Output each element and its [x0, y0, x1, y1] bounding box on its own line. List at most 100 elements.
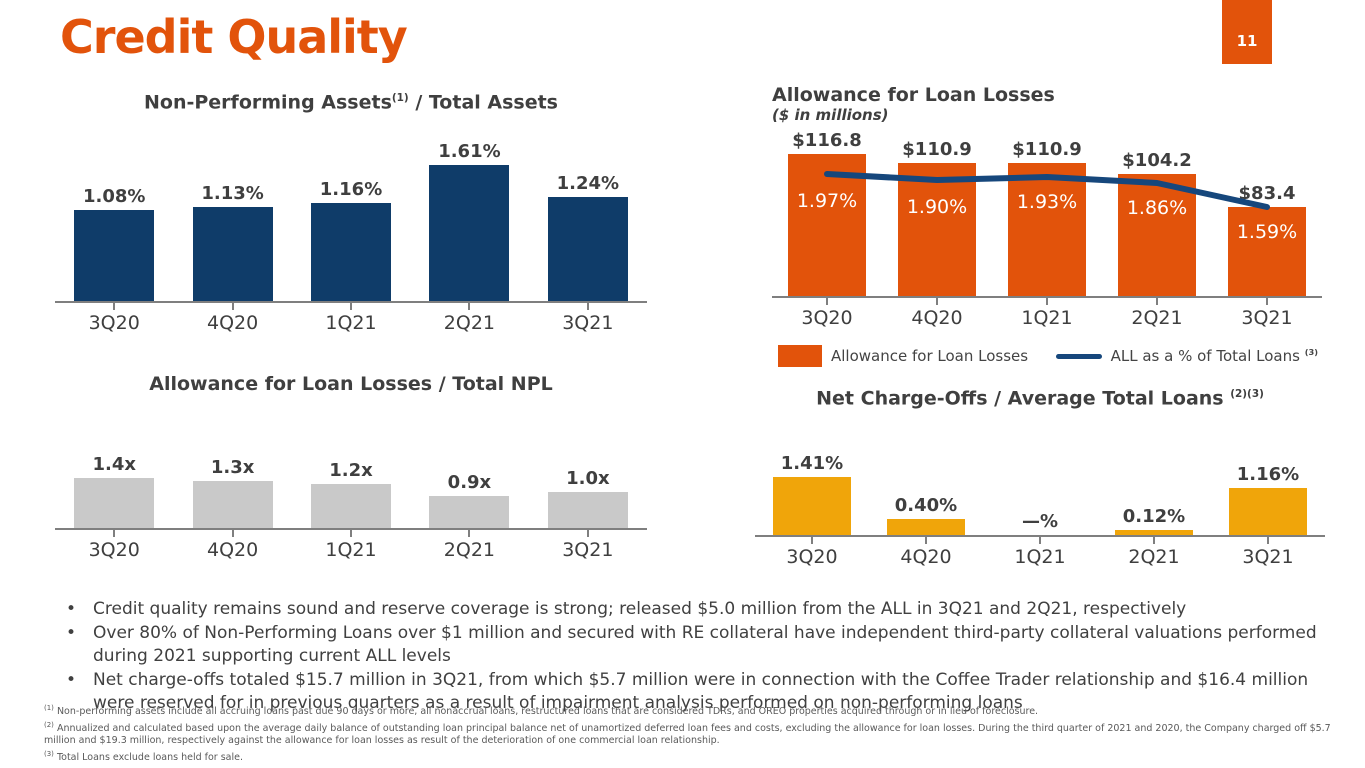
axis-tick — [350, 530, 353, 537]
axis-tick — [1156, 298, 1158, 305]
chart-all-total-npl: Allowance for Loan Losses / Total NPL 1.… — [55, 372, 647, 561]
footnote-ref-3: (3) — [1304, 347, 1318, 357]
chart-title: Non-Performing Assets(1) / Total Assets — [144, 91, 558, 114]
bar: 1.86% — [1118, 174, 1196, 296]
data-label: 1.16% — [319, 179, 383, 201]
x-axis — [755, 535, 1325, 538]
axis-tick — [468, 303, 471, 311]
page-number: 11 — [1236, 32, 1258, 50]
x-axis — [55, 528, 647, 530]
x-axis — [55, 301, 647, 304]
chart-net-charge-offs: Net Charge-Offs / Average Total Loans (2… — [755, 382, 1325, 568]
axis-tick — [1153, 537, 1155, 545]
bullet-item: Credit quality remains sound and reserve… — [60, 598, 1328, 622]
category-label: 2Q21 — [1131, 307, 1183, 329]
plot-area: 1.4x 1.3x 1.2x 0.9x 1.0x — [55, 454, 647, 528]
bar — [311, 203, 392, 302]
line-swatch-icon — [1055, 353, 1102, 359]
data-label: $116.8 — [792, 130, 862, 151]
axis-tick — [350, 303, 353, 311]
chart-title: Allowance for Loan Losses / Total NPL — [149, 373, 553, 395]
category-label: 4Q20 — [911, 307, 963, 329]
data-label: $104.2 — [1122, 150, 1192, 171]
bullet-item: Over 80% of Non-Performing Loans over $1… — [60, 622, 1328, 669]
bar: 1.93% — [1008, 163, 1086, 296]
category-label: 3Q21 — [1241, 307, 1293, 329]
data-label: 1.2x — [329, 460, 373, 481]
axis-tick — [231, 303, 234, 311]
data-label: 1.41% — [780, 453, 844, 475]
category-label: 3Q20 — [801, 307, 853, 329]
chart-title: Allowance for Loan Losses — [772, 84, 1055, 106]
legend-label: ALL as a % of Total Loans (3) — [1110, 347, 1318, 365]
bar-column: 1.3x — [173, 454, 291, 528]
bar — [887, 519, 965, 536]
category-label: 2Q21 — [443, 312, 496, 335]
category-label: 3Q21 — [1242, 546, 1294, 569]
data-label: $110.9 — [902, 139, 972, 160]
category-label: 4Q20 — [206, 539, 259, 561]
bar — [74, 210, 155, 302]
page-number-badge: 11 — [1222, 0, 1272, 64]
footnote-3: (3) Total Loans exclude loans held for s… — [44, 749, 243, 763]
axis-tick — [1046, 298, 1048, 305]
bar: 1.90% — [898, 163, 976, 296]
data-label: 0.9x — [447, 472, 492, 493]
bar — [1115, 530, 1193, 536]
legend-item-line: ALL as a % of Total Loans (3) — [1055, 347, 1318, 365]
bar-column: $110.9 1.93% — [992, 130, 1102, 296]
page-title: Credit Quality — [60, 10, 408, 64]
category-label: 3Q21 — [562, 312, 614, 335]
bar-column: 0.9x — [410, 454, 528, 528]
bar — [1229, 488, 1307, 536]
bullet-item: Net charge-offs totaled $15.7 million in… — [60, 669, 1328, 716]
data-label: $110.9 — [1012, 139, 1082, 160]
axis-tick — [826, 298, 828, 305]
category-label: 3Q20 — [786, 546, 838, 569]
axis-tick — [1267, 537, 1269, 545]
data-label: 1.24% — [556, 173, 620, 195]
axis-tick — [811, 537, 813, 545]
bar: 1.97% — [788, 154, 866, 296]
bar-column: 1.2x — [292, 454, 410, 528]
chart-non-performing-assets: Non-Performing Assets(1) / Total Assets … — [55, 86, 647, 334]
axis-tick — [925, 537, 927, 545]
pct-label: 1.59% — [1236, 221, 1298, 243]
bar-column: 0.12% — [1097, 453, 1211, 536]
bar-column: 1.4x — [55, 454, 173, 528]
data-label: 0.12% — [1122, 506, 1186, 528]
bar-column: 1.16% — [1211, 453, 1325, 536]
key-points: Credit quality remains sound and reserve… — [60, 598, 1328, 716]
axis-tick — [1039, 537, 1041, 545]
bar-column: —% — [983, 453, 1097, 535]
legend-item-bars: Allowance for Loan Losses — [778, 345, 1028, 367]
data-label: 0.40% — [894, 495, 958, 517]
pct-label: 1.97% — [796, 190, 858, 212]
data-label: 1.4x — [92, 454, 136, 475]
data-label: —% — [1021, 511, 1059, 533]
data-label: 1.16% — [1236, 464, 1300, 486]
bar: 1.59% — [1228, 207, 1306, 296]
bar-swatch-icon — [778, 345, 822, 367]
axis-tick — [936, 298, 938, 305]
data-label: 1.61% — [438, 141, 501, 163]
pct-label: 1.86% — [1126, 197, 1188, 219]
bar-column: $83.4 1.59% — [1212, 130, 1322, 296]
x-axis-labels: 3Q20 4Q20 1Q21 2Q21 3Q21 — [55, 530, 647, 561]
footnote-1: (1) Non-performing assets include all ac… — [44, 704, 1039, 718]
category-label: 1Q21 — [325, 539, 377, 561]
bar-column: $110.9 1.90% — [882, 130, 992, 296]
plot-area: 1.08% 1.13% 1.16% 1.61% 1.24% — [55, 129, 647, 302]
axis-tick — [113, 303, 116, 311]
legend: Allowance for Loan Losses ALL as a % of … — [772, 345, 1322, 367]
data-label: 1.08% — [82, 186, 146, 208]
category-label: 3Q20 — [88, 312, 140, 335]
legend-label: Allowance for Loan Losses — [831, 347, 1029, 365]
category-label: 1Q21 — [1021, 307, 1073, 329]
data-label: $83.4 — [1238, 183, 1296, 204]
plot-area: $116.8 1.97% $110.9 1.90% $110.9 1.93% $104… — [772, 130, 1322, 296]
footnote-ref-1: (1) — [391, 92, 409, 104]
category-label: 3Q21 — [562, 539, 614, 561]
data-label: 1.13% — [201, 183, 264, 205]
